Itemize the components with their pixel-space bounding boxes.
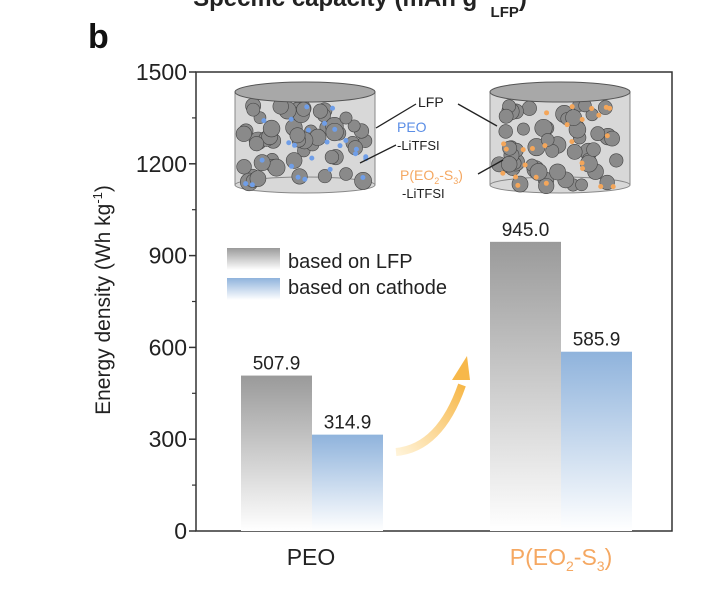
bar-value-label: 507.9 xyxy=(253,354,301,375)
bar-value-label: 585.9 xyxy=(573,330,621,351)
legend-label-lfp: based on LFP xyxy=(288,251,413,273)
bar-lfp-0 xyxy=(241,375,312,531)
peseo-cathode-illustration xyxy=(489,81,631,195)
y-axis-label: Energy density (Wh kg-1) xyxy=(90,185,115,415)
bar-cathode-0 xyxy=(312,434,383,531)
x-tick-label-peo: PEO xyxy=(287,544,336,570)
inset-peseo-label: P(EO2-S3) xyxy=(400,167,463,186)
inset-lfp-label: LFP xyxy=(418,94,444,110)
bar-cathode-1 xyxy=(561,351,632,531)
y-tick-label: 600 xyxy=(149,334,187,360)
y-tick-label: 900 xyxy=(149,243,187,269)
inset-labels: LFP PEO -LiTFSI P(EO2-S3) -LiTFSI xyxy=(359,94,504,201)
top-caption: Specific capacity (mAh g-1LFP) xyxy=(193,0,527,21)
increase-arrow-icon xyxy=(395,356,470,456)
bar-value-label: 945.0 xyxy=(502,220,550,241)
legend-label-cathode: based on cathode xyxy=(288,277,447,299)
y-tick-label: 1200 xyxy=(136,151,187,177)
axes: 0 300 600 900 1200 1500 xyxy=(136,59,673,544)
peo-cathode-illustration xyxy=(234,81,376,194)
x-tick-label-peseo: P(EO2-S3) xyxy=(510,544,613,574)
y-tick-label: 300 xyxy=(149,426,187,452)
inset-litfsi-label: -LiTFSI xyxy=(397,138,440,153)
legend: based on LFP based on cathode xyxy=(227,248,447,300)
bar-value-label: 314.9 xyxy=(324,413,372,434)
panel-label: b xyxy=(88,18,109,56)
legend-swatch-lfp xyxy=(227,248,280,270)
bars: 507.9 945.0 314.9 585.9 xyxy=(241,220,632,531)
y-tick-label: 0 xyxy=(174,518,187,544)
inset-peo-label: PEO xyxy=(397,119,427,135)
y-tick-label: 1500 xyxy=(136,59,187,85)
legend-swatch-cathode xyxy=(227,278,280,300)
inset-litfsi-label-2: -LiTFSI xyxy=(402,186,445,201)
bar-lfp-1 xyxy=(490,241,561,531)
